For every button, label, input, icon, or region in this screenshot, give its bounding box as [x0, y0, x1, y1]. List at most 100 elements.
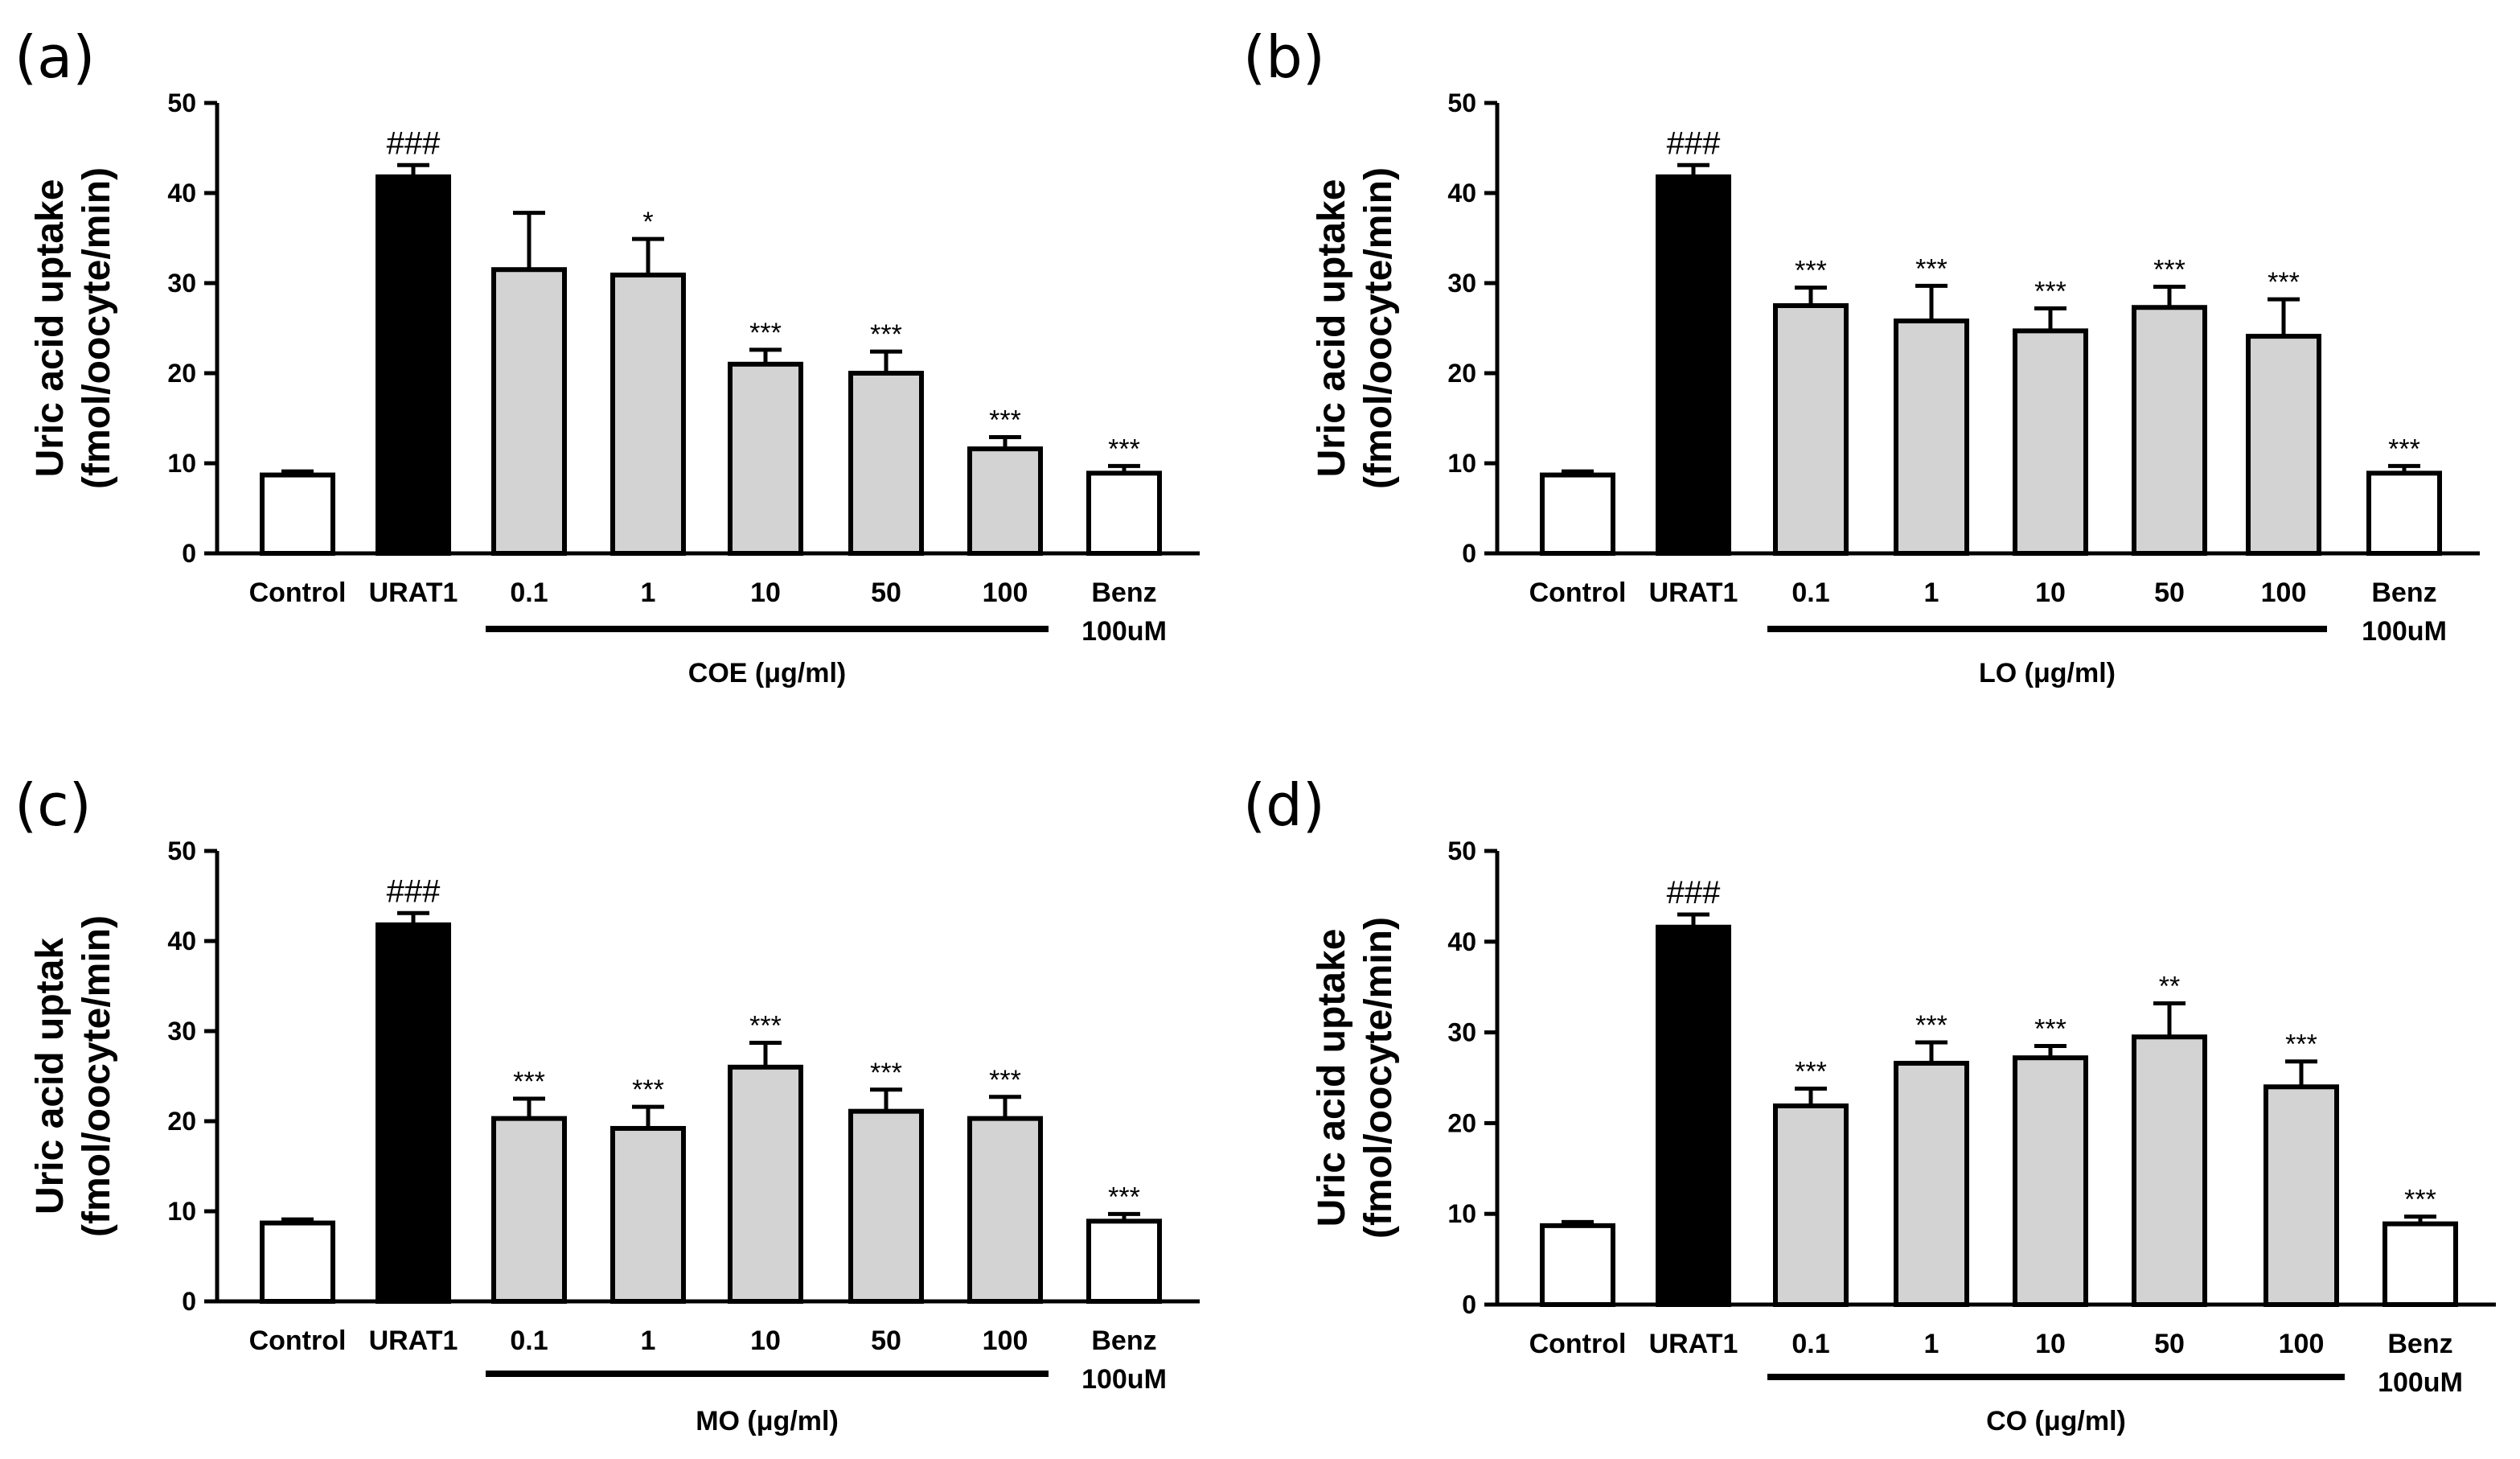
group-label: MO (μg/ml)	[696, 1406, 839, 1436]
x-category-label: 10	[2035, 577, 2066, 608]
bar-5	[728, 361, 803, 556]
significance-marker: ***	[749, 318, 782, 348]
x-category-label: 1	[1924, 1329, 1939, 1359]
x-category-label: 10	[2035, 1329, 2066, 1359]
significance-marker: ***	[1108, 434, 1140, 464]
y-axis-title: Uric acid uptake	[1311, 179, 1353, 478]
bar-4	[610, 1125, 686, 1304]
y-tick-label: 50	[167, 88, 196, 117]
hash-significance-marker: ###	[387, 125, 441, 161]
chart-panel-3: (c) Uric acid uptak (fmol/oocyte/min) 0 10 20…	[14, 771, 1200, 1436]
x-category-label: URAT1	[1649, 1329, 1738, 1359]
x-category-label: 50	[871, 577, 901, 608]
x-category-label: 1	[1924, 577, 1939, 608]
significance-marker: ***	[989, 1065, 1021, 1095]
bar-1	[260, 472, 335, 556]
hash-significance-marker: ###	[1667, 125, 1721, 161]
x-category-label: Benz	[1091, 1325, 1156, 1356]
y-tick-label: 0	[1462, 539, 1476, 568]
x-category-label: Control	[1529, 1329, 1627, 1359]
y-tick-label: 50	[1447, 88, 1476, 117]
bar-8	[2366, 471, 2442, 557]
bar-5	[728, 1064, 803, 1305]
y-axis-title-units: (fmol/oocyte/min)	[76, 167, 118, 489]
significance-marker: ***	[2285, 1030, 2317, 1060]
x-category-label: 100	[2279, 1329, 2325, 1359]
x-category-label: Benz	[2387, 1329, 2452, 1359]
y-tick-label: 40	[1447, 927, 1476, 956]
bar-6	[848, 371, 924, 556]
y-axis-title-units: (fmol/oocyte/min)	[76, 915, 118, 1237]
y-tick-label: 30	[1447, 269, 1476, 298]
significance-marker: ***	[1795, 256, 1827, 286]
bar-3	[1773, 303, 1849, 556]
x-category-label: 100	[983, 577, 1028, 608]
significance-marker: ***	[1915, 253, 1947, 284]
significance-marker: ***	[749, 1011, 782, 1042]
bar-1	[1540, 1223, 1615, 1308]
y-axis-title: Uric acid uptake	[1311, 929, 1353, 1227]
x-category-label: 10	[750, 1325, 781, 1356]
group-label: COE (μg/ml)	[688, 658, 846, 688]
y-tick-label: 20	[1447, 1108, 1476, 1137]
x-category-label: URAT1	[369, 1325, 458, 1356]
x-category-label: 1	[641, 1325, 656, 1356]
y-axis-title-units: (fmol/oocyte/min)	[1357, 917, 1400, 1239]
y-tick-label: 50	[167, 836, 196, 865]
x-category-label: 10	[750, 577, 781, 608]
bar-6	[2132, 1034, 2207, 1307]
x-category-label: URAT1	[369, 577, 458, 608]
significance-marker: ***	[2268, 267, 2300, 298]
bar-7	[967, 446, 1043, 557]
significance-marker: ***	[2153, 254, 2186, 285]
y-axis-title-units: (fmol/oocyte/min)	[1357, 167, 1400, 489]
significance-marker: ***	[513, 1067, 545, 1097]
x-category-label: Control	[249, 577, 347, 608]
x-category-label: 1	[641, 577, 656, 608]
group-label: LO (μg/ml)	[1979, 658, 2116, 688]
y-tick-label: 10	[1447, 1199, 1476, 1228]
y-tick-label: 30	[1447, 1018, 1476, 1047]
x-category-label-line2: 100uM	[2378, 1367, 2463, 1398]
y-tick-label: 10	[167, 1197, 196, 1226]
x-category-label: 100	[2261, 577, 2307, 608]
bar-3	[1773, 1103, 1849, 1308]
y-tick-label: 0	[182, 1287, 196, 1316]
bar-2	[376, 922, 451, 1304]
chart-panel-4: (d) Uric acid uptake (fmol/oocyte/min) 0 10 2…	[1243, 771, 2496, 1436]
bar-4	[1894, 1060, 1969, 1308]
x-category-label: 50	[2154, 1329, 2185, 1359]
y-tick-label: 20	[167, 1107, 196, 1136]
significance-marker: ***	[870, 1058, 902, 1088]
panel-label: (d)	[1243, 771, 1325, 839]
significance-marker: ***	[2034, 276, 2066, 306]
y-tick-label: 40	[1447, 179, 1476, 208]
x-category-label: 0.1	[510, 1325, 548, 1356]
y-tick-label: 40	[167, 927, 196, 956]
x-category-label: 0.1	[1791, 1329, 1829, 1359]
significance-marker: ***	[870, 319, 902, 350]
bar-2	[1656, 174, 1731, 556]
bar-7	[2263, 1084, 2339, 1308]
significance-marker: ***	[632, 1075, 664, 1105]
chart-panel-2: (b) Uric acid uptake (fmol/oocyte/min) 0 10 2…	[1243, 23, 2480, 688]
bar-1	[1540, 472, 1615, 556]
panel-label: (c)	[14, 771, 92, 839]
y-tick-label: 10	[167, 449, 196, 478]
y-tick-label: 0	[182, 539, 196, 568]
x-category-label: 0.1	[510, 577, 548, 608]
y-axis-title: Uric acid uptake	[29, 179, 72, 478]
y-tick-label: 30	[167, 269, 196, 298]
bar-3	[491, 267, 567, 556]
x-category-label: 100	[983, 1325, 1028, 1356]
bar-6	[2132, 305, 2207, 556]
y-tick-label: 0	[1462, 1290, 1476, 1319]
bar-5	[2013, 328, 2088, 556]
panel-label: (b)	[1243, 23, 1325, 91]
significance-marker: **	[2159, 972, 2180, 1002]
y-tick-label: 20	[1447, 359, 1476, 388]
x-category-label: 50	[2154, 577, 2185, 608]
y-tick-label: 30	[167, 1017, 196, 1046]
bar-6	[848, 1108, 924, 1305]
